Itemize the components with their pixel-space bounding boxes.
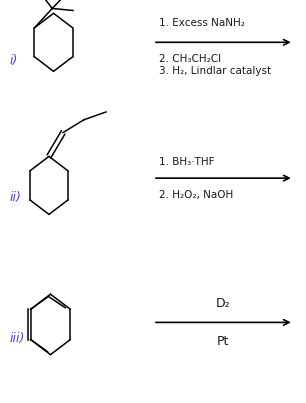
Text: iii): iii) — [9, 332, 24, 345]
Text: 2. CH₃CH₂Cl: 2. CH₃CH₂Cl — [159, 54, 221, 64]
Text: 1. BH₃·THF: 1. BH₃·THF — [159, 157, 215, 167]
Text: 1. Excess NaNH₂: 1. Excess NaNH₂ — [159, 18, 245, 28]
Text: D₂: D₂ — [216, 297, 231, 310]
Text: 2. H₂O₂, NaOH: 2. H₂O₂, NaOH — [159, 190, 233, 200]
Text: Pt: Pt — [217, 335, 230, 348]
Text: 3. H₂, Lindlar catalyst: 3. H₂, Lindlar catalyst — [159, 66, 271, 77]
Text: ii): ii) — [9, 191, 21, 204]
Text: i): i) — [9, 54, 17, 67]
